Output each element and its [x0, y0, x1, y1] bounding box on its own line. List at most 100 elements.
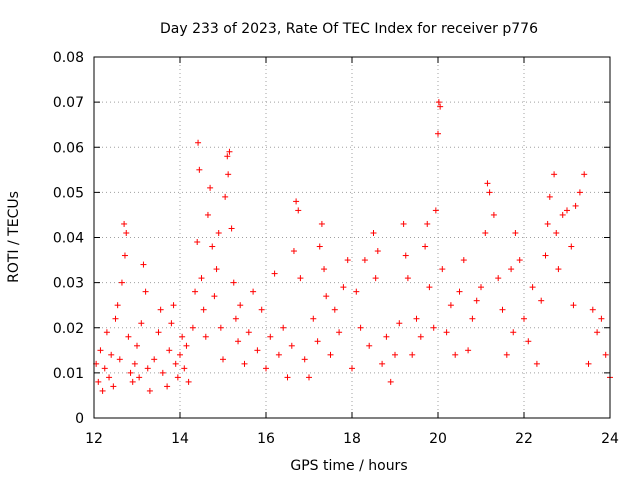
data-point [284, 374, 291, 381]
data-point [101, 365, 108, 372]
data-point [280, 324, 287, 331]
data-point [131, 360, 138, 367]
data-point [310, 315, 317, 322]
data-point [417, 333, 424, 340]
data-point [576, 189, 583, 196]
data-point [424, 220, 431, 227]
data-point [553, 229, 560, 236]
data-point [110, 383, 117, 390]
data-point [254, 347, 261, 354]
data-point [127, 369, 134, 376]
data-point [447, 302, 454, 309]
data-point [174, 374, 181, 381]
data-point [207, 184, 214, 191]
x-tick-label: 16 [257, 431, 275, 447]
data-point [538, 297, 545, 304]
data-point [217, 324, 224, 331]
data-point [213, 266, 220, 273]
data-point [400, 220, 407, 227]
data-point [426, 284, 433, 291]
data-point [392, 351, 398, 358]
data-point [336, 329, 343, 336]
data-point [585, 360, 592, 367]
data-point [232, 315, 239, 322]
data-point [202, 333, 209, 340]
data-point [469, 315, 476, 322]
y-tick-label: 0.07 [53, 95, 84, 111]
data-point [140, 261, 147, 268]
data-point [503, 351, 510, 358]
data-point [456, 288, 463, 295]
data-point [103, 329, 110, 336]
y-tick-label: 0.04 [53, 231, 84, 247]
data-point [142, 288, 149, 295]
data-point [568, 243, 575, 250]
data-point [589, 306, 596, 313]
data-point [157, 306, 164, 313]
data-point [443, 329, 450, 336]
data-point [379, 360, 386, 367]
data-point [297, 275, 304, 282]
data-point [344, 257, 351, 264]
grid-layer [94, 57, 610, 418]
data-point [245, 329, 252, 336]
data-point [482, 229, 489, 236]
data-point [226, 148, 233, 155]
data-point [95, 378, 102, 385]
data-point [409, 351, 416, 358]
data-point [250, 288, 257, 295]
x-tick-label: 18 [343, 431, 361, 447]
data-point [402, 252, 409, 259]
data-point [439, 266, 446, 273]
data-point [452, 351, 459, 358]
data-point [387, 378, 394, 385]
data-point [181, 365, 188, 372]
data-point [170, 302, 177, 309]
y-axis-label: ROTI / TECUs [6, 191, 22, 283]
data-point [486, 189, 493, 196]
data-point [516, 257, 523, 264]
data-point [570, 302, 577, 309]
data-point [318, 220, 325, 227]
y-tick-label: 0.03 [53, 276, 84, 292]
data-point [465, 347, 472, 354]
data-point [293, 198, 300, 205]
data-point [123, 229, 130, 236]
data-point [499, 306, 506, 313]
data-point [353, 288, 360, 295]
data-point [144, 365, 151, 372]
data-point [512, 229, 519, 236]
data-point [598, 315, 605, 322]
data-point [179, 333, 186, 340]
data-point [435, 130, 441, 137]
x-tick-label: 22 [515, 431, 533, 447]
data-point [192, 288, 199, 295]
data-point [572, 202, 579, 209]
x-tick-label: 20 [429, 431, 447, 447]
data-point [510, 329, 517, 336]
data-point [220, 356, 226, 363]
data-point [222, 193, 229, 200]
data-point [151, 356, 158, 363]
data-point [121, 252, 128, 259]
data-point [306, 374, 312, 381]
data-point [189, 324, 196, 331]
data-point [473, 297, 480, 304]
data-point [594, 329, 601, 336]
y-tick-label: 0.08 [53, 50, 84, 66]
data-point [138, 320, 145, 327]
data-point [396, 320, 403, 327]
data-point [194, 239, 201, 246]
data-point [172, 360, 179, 367]
data-point [508, 266, 515, 273]
data-point [136, 374, 143, 381]
x-axis-label: GPS time / hours [290, 458, 407, 474]
data-point [323, 293, 330, 300]
data-point [544, 220, 551, 227]
data-point [361, 257, 368, 264]
data-point [275, 351, 282, 358]
data-point [432, 207, 439, 214]
data-point [295, 207, 302, 214]
axis-ticks [93, 56, 611, 419]
